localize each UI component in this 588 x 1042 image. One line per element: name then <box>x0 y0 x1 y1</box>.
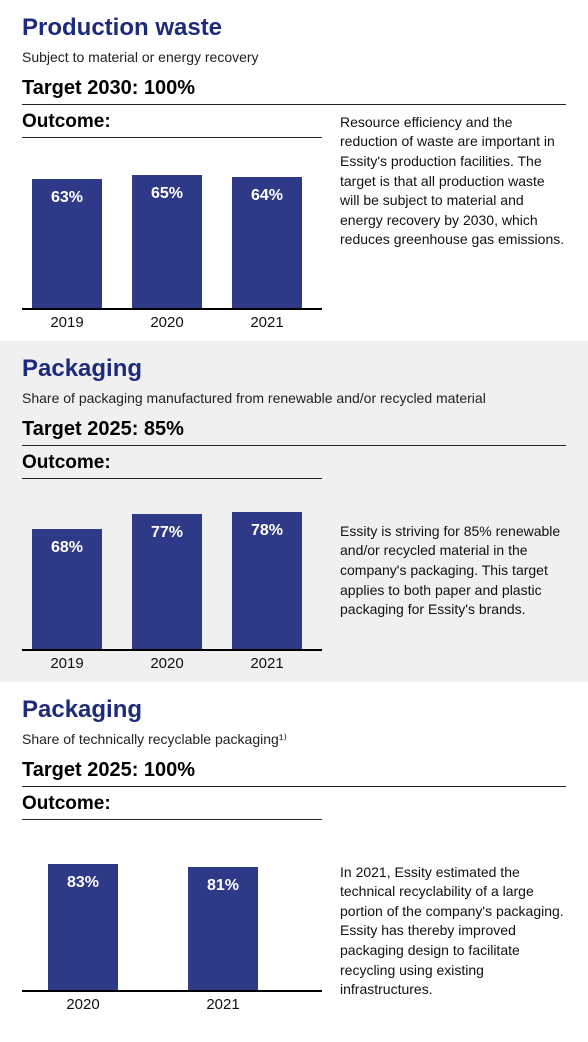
bar-chart: 63% 65% 64% <box>22 150 322 310</box>
section-title: Packaging <box>22 355 566 383</box>
bar-value-label: 63% <box>51 189 83 207</box>
bar-year-label: 2021 <box>188 996 258 1013</box>
bar: 78% <box>232 512 302 649</box>
bar: 68% <box>32 529 102 649</box>
bar: 65% <box>132 175 202 308</box>
bar: 83% <box>48 864 118 990</box>
bar-year-label: 2019 <box>32 314 102 331</box>
bar-year-label: 2020 <box>132 314 202 331</box>
section-description: In 2021, Essity estimated the technical … <box>340 793 566 1000</box>
section-description: Essity is striving for 85% renewable and… <box>340 452 566 620</box>
bar-value-label: 83% <box>67 874 99 892</box>
bar-value-label: 68% <box>51 539 83 557</box>
bar-year-label: 2020 <box>48 996 118 1013</box>
bar-value-label: 77% <box>151 524 183 542</box>
section-title: Packaging <box>22 696 566 724</box>
bar-year-label: 2021 <box>232 314 302 331</box>
section-production-waste: Production waste Subject to material or … <box>0 0 588 341</box>
outcome-label: Outcome: <box>22 793 322 820</box>
section-packaging-renewable: Packaging Share of packaging manufacture… <box>0 341 588 682</box>
bar-value-label: 78% <box>251 522 283 540</box>
bar-value-label: 65% <box>151 185 183 203</box>
bar-value-label: 64% <box>251 187 283 205</box>
bar-chart: 68% 77% 78% <box>22 491 322 651</box>
bar-chart: 83% 81% <box>22 832 322 992</box>
section-subtitle: Subject to material or energy recovery <box>22 48 566 67</box>
bar-year-label: 2019 <box>32 655 102 672</box>
section-target: Target 2030: 100% <box>22 77 566 105</box>
outcome-label: Outcome: <box>22 452 322 479</box>
section-description: Resource efficiency and the reduction of… <box>340 111 566 250</box>
section-subtitle: Share of technically recyclable packagin… <box>22 730 566 749</box>
section-target: Target 2025: 100% <box>22 759 566 787</box>
bar-year-label: 2021 <box>232 655 302 672</box>
bar: 77% <box>132 514 202 649</box>
outcome-label: Outcome: <box>22 111 322 138</box>
section-title: Production waste <box>22 14 566 42</box>
section-subtitle: Share of packaging manufactured from ren… <box>22 389 566 408</box>
bar: 81% <box>188 867 258 990</box>
bar-year-label: 2020 <box>132 655 202 672</box>
bar-value-label: 81% <box>207 877 239 895</box>
section-packaging-recyclable: Packaging Share of technically recyclabl… <box>0 682 588 1023</box>
bar: 63% <box>32 179 102 308</box>
bar: 64% <box>232 177 302 308</box>
section-target: Target 2025: 85% <box>22 418 566 446</box>
